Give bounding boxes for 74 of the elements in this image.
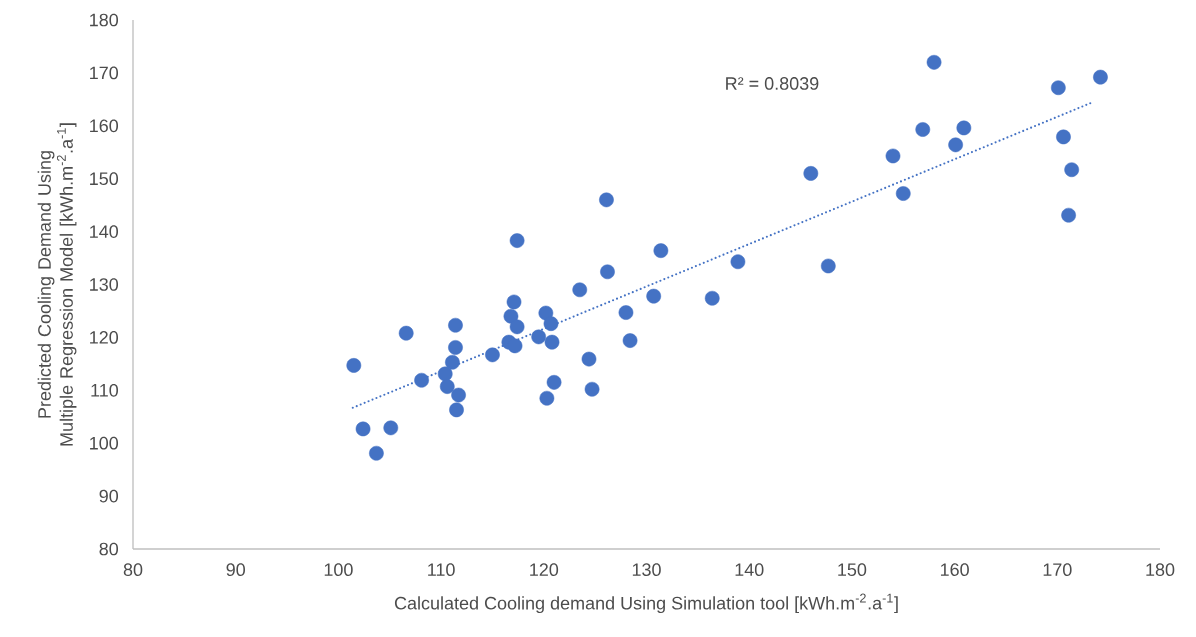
y-tick-label: 110 [91, 383, 119, 397]
point [538, 305, 554, 321]
point [653, 243, 669, 258]
y-tick-label: 80 [99, 542, 119, 556]
point [1056, 129, 1071, 145]
point [437, 366, 453, 382]
point [503, 308, 519, 324]
point [956, 120, 972, 136]
y-tick-label: 90 [99, 489, 119, 503]
point [509, 319, 525, 335]
point [398, 325, 414, 341]
point [439, 379, 455, 394]
point [622, 333, 638, 348]
point [485, 347, 500, 363]
point [885, 148, 901, 164]
point [506, 294, 522, 310]
point [646, 288, 662, 304]
annotation: R² = 0.8039 [726, 77, 819, 90]
point [346, 358, 362, 373]
point [448, 317, 463, 333]
x-tick-label: 120 [530, 563, 559, 576]
point [803, 166, 819, 181]
point [543, 316, 559, 331]
point [369, 445, 384, 461]
y-tick-label: 120 [90, 331, 119, 344]
x-tick-label: 90 [226, 563, 246, 576]
y-tick-label: 160 [90, 119, 119, 133]
x-tick-label: 170 [1043, 563, 1072, 576]
point [704, 290, 720, 306]
y-tick-label: 170 [90, 66, 119, 80]
point [546, 375, 562, 390]
point [448, 340, 463, 355]
point [1061, 207, 1076, 223]
x-tick-label: 140 [735, 563, 764, 576]
point [445, 354, 460, 370]
x-tick-label: 180 [1146, 563, 1175, 576]
point [449, 402, 464, 418]
x-tick-label: 110 [428, 563, 455, 576]
point [895, 186, 911, 201]
point [926, 54, 942, 70]
point [600, 264, 615, 280]
y-axis-title: Predicted Cooling Demand Using Multiple Regression Model [kWh.m$^{-2}$.a$^{-1}$] [37, 123, 77, 446]
point [618, 305, 634, 320]
point [451, 387, 466, 403]
point [581, 351, 597, 367]
x-tick-label: 130 [632, 563, 661, 576]
point [383, 420, 399, 436]
y-tick-label: 180 [90, 13, 119, 27]
point [544, 334, 560, 350]
x-axis-title: Calculated Cooling demand Using Simulation tool [kWh.m$^{-2}$.a$^{-1}$] [394, 593, 898, 614]
point [1051, 80, 1066, 96]
point [1064, 162, 1080, 178]
point [355, 421, 371, 437]
x-tick-label: 150 [838, 563, 867, 576]
point [531, 329, 547, 345]
point [507, 338, 523, 354]
y-tick-label: 100 [90, 436, 119, 450]
x-tick-label: 160 [940, 563, 969, 576]
point [820, 258, 836, 274]
point [948, 137, 963, 153]
x-tick-label: 100 [324, 563, 353, 576]
y-tick-label: 140 [90, 225, 119, 238]
x-tick-label: 80 [123, 563, 143, 576]
point [539, 390, 555, 406]
point [572, 282, 588, 298]
point [414, 372, 429, 388]
point [509, 233, 525, 248]
point [599, 192, 614, 208]
y-tick-label: 150 [90, 172, 119, 186]
point [584, 381, 600, 397]
point [730, 254, 746, 270]
y-tick-label: 130 [90, 278, 119, 291]
point [915, 122, 931, 137]
point [1093, 69, 1108, 85]
